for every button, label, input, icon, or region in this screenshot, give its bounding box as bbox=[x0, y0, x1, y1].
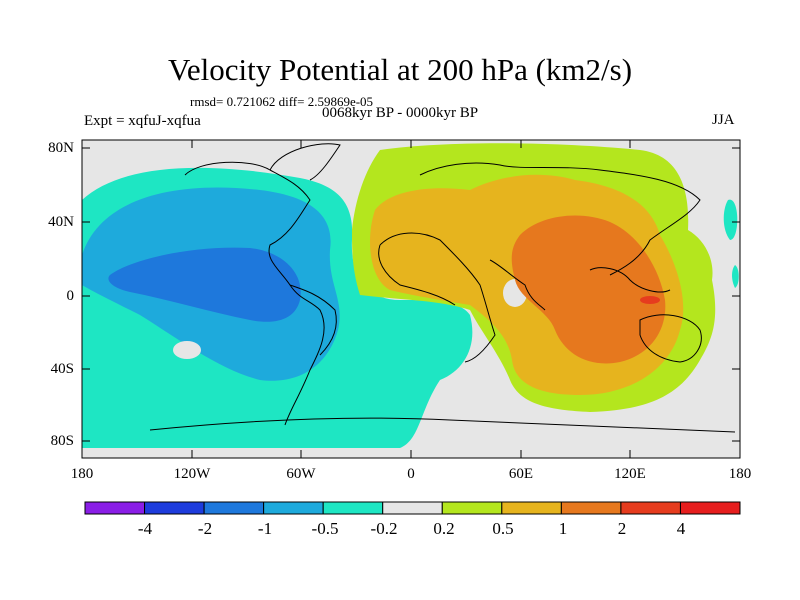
colorbar-label: -1 bbox=[257, 519, 273, 538]
y-label-0: 0 bbox=[66, 288, 75, 304]
x-label-120w: 120W bbox=[173, 466, 211, 482]
colorbar-swatch bbox=[441, 501, 503, 515]
colorbar-swatch bbox=[263, 501, 324, 515]
contour-blue-west bbox=[108, 247, 301, 322]
y-label-40n: 40N bbox=[48, 214, 74, 230]
contour-cyan-edge bbox=[723, 199, 738, 240]
season-label: JJA bbox=[712, 112, 735, 128]
colorbar-label: 2 bbox=[617, 519, 627, 538]
coastlines bbox=[149, 143, 736, 433]
y-label-40s: 40S bbox=[50, 361, 74, 377]
colorbar-swatch bbox=[620, 501, 681, 515]
x-label-60e: 60E bbox=[508, 466, 534, 482]
colorbar-label: -0.5 bbox=[311, 519, 339, 538]
map-title: Velocity Potential at 200 hPa (km2/s) bbox=[167, 52, 633, 87]
colorbar-swatch bbox=[84, 501, 146, 515]
colorbar-label: -0.2 bbox=[370, 519, 398, 538]
period-label: 0068kyr BP - 0000kyr BP bbox=[322, 105, 479, 121]
y-label-80n: 80N bbox=[48, 140, 74, 156]
x-label-0: 0 bbox=[407, 466, 415, 482]
x-label-180e: 180 bbox=[728, 466, 752, 482]
stats-text: rmsd= 0.721062 diff= 2.59869e-05 bbox=[190, 94, 374, 109]
colorbar-label: -4 bbox=[137, 519, 153, 538]
colorbar-swatch bbox=[203, 501, 265, 515]
contour-grey-hole bbox=[173, 341, 201, 359]
colorbar-label: -2 bbox=[197, 519, 213, 538]
colorbar-swatch bbox=[679, 501, 741, 515]
x-label-60w: 60W bbox=[286, 466, 316, 482]
x-label-120e: 120E bbox=[614, 466, 646, 482]
colorbar-swatch bbox=[501, 501, 562, 515]
colorbar-label: 0.2 bbox=[433, 519, 455, 538]
colorbar-swatch bbox=[382, 501, 443, 515]
colorbar-swatch bbox=[322, 501, 384, 515]
experiment-label: Expt = xqfuJ-xqfua bbox=[84, 113, 201, 129]
y-label-80s: 80S bbox=[50, 433, 74, 449]
contour-darkorange-east bbox=[511, 215, 666, 364]
colorbar-label: 1 bbox=[558, 519, 568, 538]
contour-cyan-edge-2 bbox=[732, 265, 739, 288]
x-label-180w: 180 bbox=[70, 466, 94, 482]
colorbar-swatch bbox=[560, 501, 622, 515]
colorbar bbox=[84, 501, 741, 515]
colorbar-swatch bbox=[144, 501, 205, 515]
axis-ticks bbox=[81, 140, 741, 458]
colorbar-label: 4 bbox=[676, 519, 686, 538]
colorbar-label: 0.5 bbox=[492, 519, 514, 538]
contour-red-spot bbox=[640, 296, 660, 304]
